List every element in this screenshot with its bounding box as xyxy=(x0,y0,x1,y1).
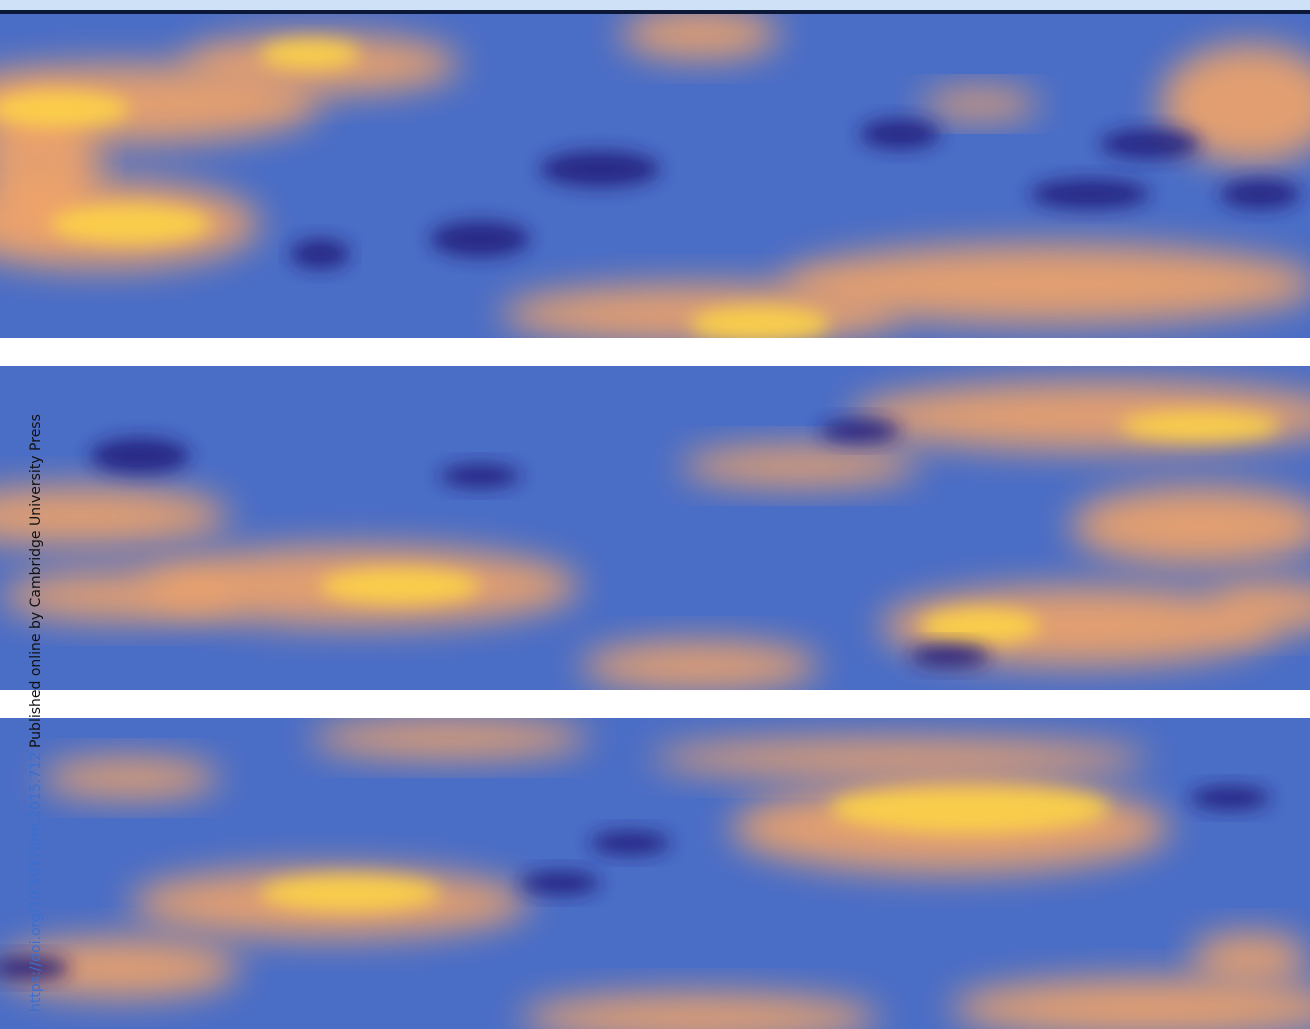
flow-structure xyxy=(0,94,100,234)
flow-structure xyxy=(1210,581,1310,631)
flow-structure xyxy=(950,978,1310,1029)
flow-structure xyxy=(910,644,990,668)
flow-structure xyxy=(520,871,600,895)
publisher-note: Published online by Cambridge University… xyxy=(28,414,44,748)
flow-structure xyxy=(0,956,70,980)
flow-structure xyxy=(0,486,230,546)
flow-panel xyxy=(0,14,1310,338)
flow-structure xyxy=(1120,411,1280,441)
header-band xyxy=(0,0,1310,11)
flow-structure xyxy=(500,284,900,338)
flow-structure xyxy=(860,119,940,149)
flow-structure xyxy=(820,419,900,443)
panels xyxy=(0,14,1310,1029)
flow-structure xyxy=(430,221,530,257)
doi-link[interactable]: https://doi.org/10.1017/jfm.2015.712 xyxy=(28,752,44,1012)
flow-structure xyxy=(310,718,590,758)
flow-structure xyxy=(680,446,920,486)
header-rule xyxy=(0,10,1310,14)
flow-structure xyxy=(1190,786,1270,810)
flow-structure xyxy=(1100,129,1200,159)
flow-structure xyxy=(780,244,1310,324)
flow-structure xyxy=(830,783,1110,833)
flow-structure xyxy=(320,568,480,604)
flow-structure xyxy=(520,993,880,1029)
flow-structure xyxy=(260,875,440,911)
flow-structure xyxy=(620,14,780,59)
flow-structure xyxy=(1160,44,1310,164)
flow-structure xyxy=(590,831,670,855)
flow-structure xyxy=(920,608,1040,644)
flow-structure xyxy=(290,239,350,269)
flow-structure xyxy=(1220,179,1300,209)
flow-structure xyxy=(1190,933,1310,983)
flow-structure xyxy=(650,738,1150,778)
flow-structure xyxy=(90,438,190,474)
flow-structure xyxy=(0,938,240,998)
flow-panel xyxy=(0,718,1310,1029)
flow-structure xyxy=(880,586,1280,666)
flow-structure xyxy=(50,204,210,244)
flow-structure xyxy=(690,306,830,338)
flow-structure xyxy=(540,151,660,187)
flow-panel xyxy=(0,366,1310,690)
flow-structure xyxy=(260,39,360,69)
flow-structure xyxy=(40,758,220,798)
flow-structure xyxy=(0,571,240,621)
flow-structure xyxy=(920,89,1040,119)
flow-structure xyxy=(1070,486,1310,566)
flow-structure xyxy=(440,464,520,488)
flow-structure xyxy=(1030,179,1150,209)
flow-structure xyxy=(0,91,130,127)
flow-structure xyxy=(580,641,820,690)
side-note: https://doi.org/10.1017/jfm.2015.712 Publ… xyxy=(28,414,44,1012)
